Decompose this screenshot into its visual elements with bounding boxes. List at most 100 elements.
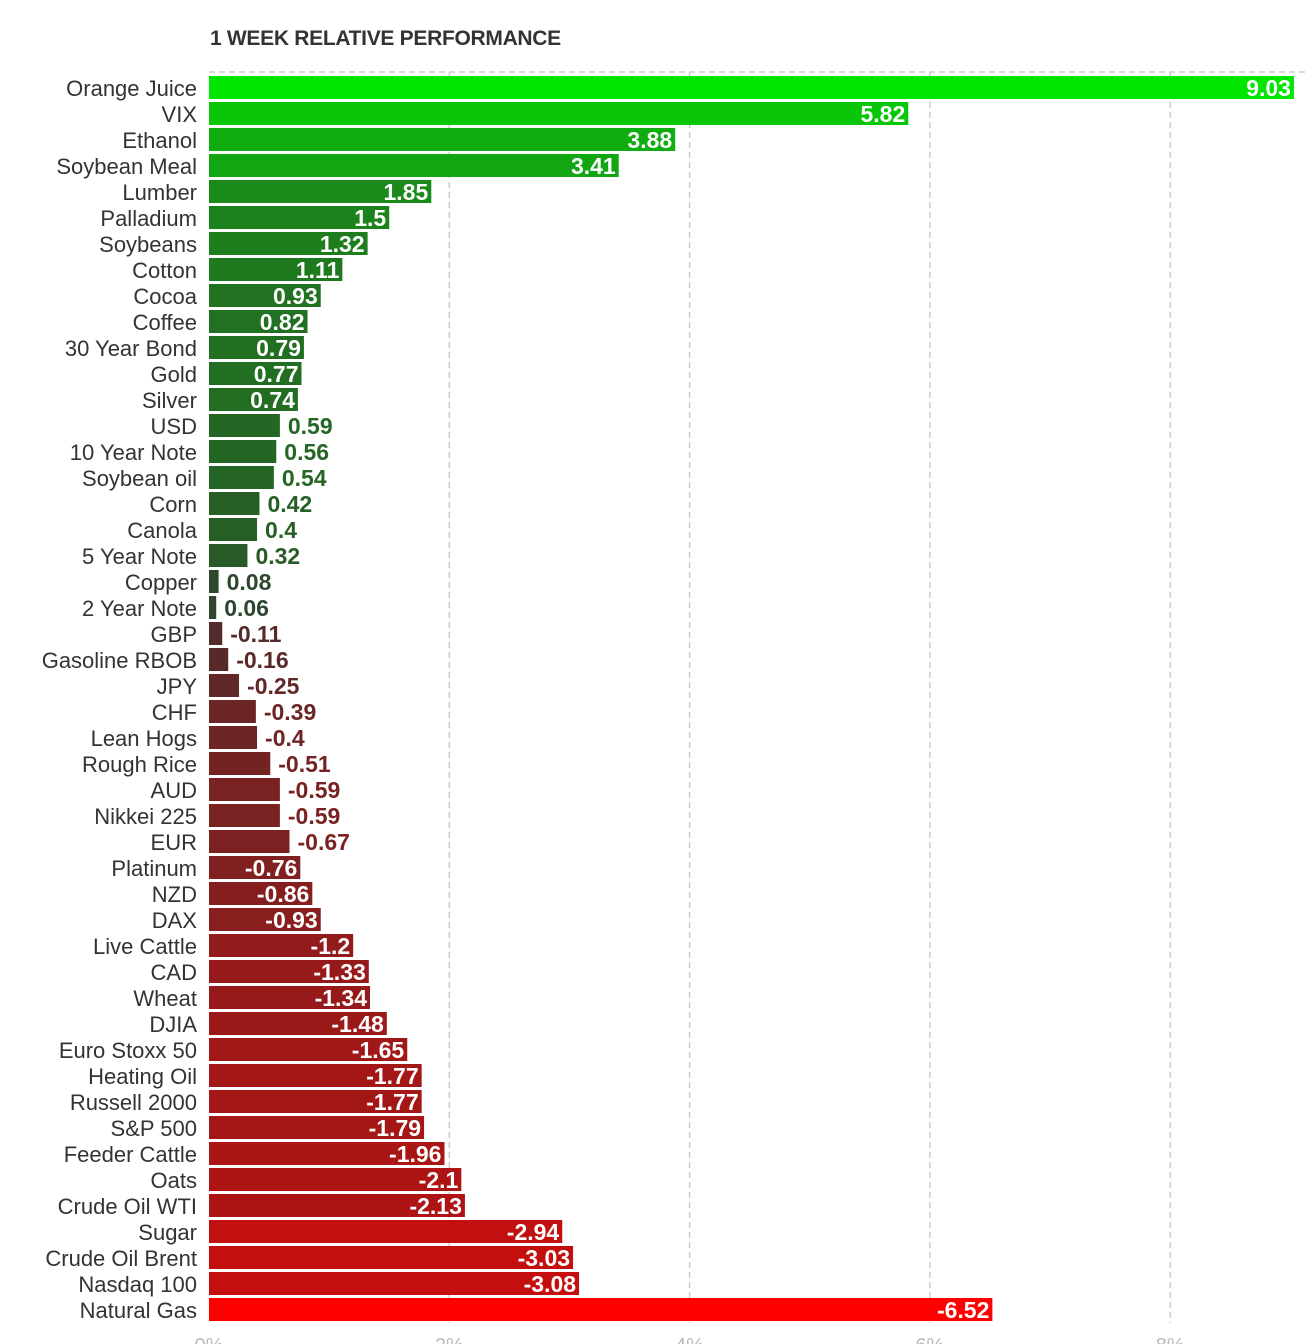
value-label: 0.74: [250, 387, 295, 413]
category-label: DJIA: [149, 1012, 197, 1037]
category-label: Crude Oil WTI: [58, 1194, 197, 1219]
category-label: Heating Oil: [88, 1064, 197, 1089]
category-label: Corn: [149, 492, 197, 517]
bar-nzd: [209, 882, 313, 905]
category-label: Cocoa: [133, 284, 197, 309]
category-label: VIX: [162, 102, 198, 127]
value-label: 1.85: [384, 179, 429, 205]
value-label: -1.2: [311, 933, 351, 959]
value-label: -2.94: [507, 1219, 560, 1245]
value-label: 0.54: [282, 465, 327, 491]
value-label: -1.34: [315, 985, 368, 1011]
value-label: -3.03: [518, 1245, 570, 1271]
category-label: 10 Year Note: [70, 440, 197, 465]
value-label: -1.77: [366, 1089, 418, 1115]
bar-nikkei-225: [209, 804, 280, 827]
value-label: 3.88: [627, 127, 672, 153]
value-label: -2.13: [409, 1193, 461, 1219]
bar-euro-stoxx-50: [209, 1038, 408, 1061]
value-label: -0.16: [236, 647, 288, 673]
bar-dax: [209, 908, 321, 931]
value-label: 0.82: [260, 309, 305, 335]
bar-natural-gas: [209, 1298, 993, 1321]
bar-usd: [209, 414, 280, 437]
bar-5-year-note: [209, 544, 248, 567]
bar-rough-rice: [209, 752, 271, 775]
category-label: Nikkei 225: [94, 804, 197, 829]
value-label: 1.11: [296, 257, 340, 283]
category-label: Feeder Cattle: [64, 1142, 197, 1167]
category-label: Lean Hogs: [91, 726, 197, 751]
category-label: Orange Juice: [66, 76, 197, 101]
bar-feeder-cattle: [209, 1142, 445, 1165]
value-label: -0.25: [247, 673, 300, 699]
bar-gbp: [209, 622, 223, 645]
bar-russell-2000: [209, 1090, 422, 1113]
category-label: Canola: [127, 518, 197, 543]
value-label: -1.65: [352, 1037, 405, 1063]
value-label: -2.1: [419, 1167, 459, 1193]
bar-vix: [209, 102, 909, 125]
bar-sugar: [209, 1220, 563, 1243]
value-label: -0.67: [298, 829, 350, 855]
bar-canola: [209, 518, 258, 541]
value-label: -1.33: [313, 959, 365, 985]
bar-crude-oil-wti: [209, 1194, 465, 1217]
category-label: 2 Year Note: [82, 596, 197, 621]
category-label: Lumber: [122, 180, 197, 205]
bar-wheat: [209, 986, 371, 1009]
bar-corn: [209, 492, 260, 515]
bar-platinum: [209, 856, 301, 879]
category-label: S&P 500: [111, 1116, 197, 1141]
bar-layer: [209, 76, 1294, 1321]
category-label: Soybean Meal: [56, 154, 197, 179]
category-label: DAX: [152, 908, 198, 933]
x-tick-label: 4%: [675, 1335, 704, 1344]
bar-30-year-bond: [209, 336, 304, 359]
bar-ethanol: [209, 128, 676, 151]
category-label: GBP: [151, 622, 197, 647]
value-label: 0.4: [265, 517, 297, 543]
category-label: Crude Oil Brent: [45, 1246, 197, 1271]
category-label: Rough Rice: [82, 752, 197, 777]
value-label: -1.77: [366, 1063, 418, 1089]
x-tick-label: 8%: [1156, 1335, 1185, 1344]
category-label: Sugar: [138, 1220, 197, 1245]
bar-s-p-500: [209, 1116, 425, 1139]
value-label: -0.59: [288, 803, 340, 829]
x-tick-label: 6%: [915, 1335, 944, 1344]
category-label: AUD: [151, 778, 197, 803]
category-label: Coffee: [133, 310, 197, 335]
category-label: Copper: [125, 570, 197, 595]
value-label: -1.79: [369, 1115, 421, 1141]
category-label: USD: [151, 414, 197, 439]
value-label: 0.56: [284, 439, 329, 465]
value-label: 0.06: [224, 595, 269, 621]
value-label: 0.42: [267, 491, 312, 517]
value-label: 0.08: [227, 569, 272, 595]
category-label: Cotton: [132, 258, 197, 283]
bar-soybean-meal: [209, 154, 619, 177]
category-label: Oats: [151, 1168, 197, 1193]
value-label: 0.32: [255, 543, 300, 569]
bar-coffee: [209, 310, 308, 333]
category-label: Platinum: [111, 856, 197, 881]
bar-lean-hogs: [209, 726, 258, 749]
value-label: -0.93: [265, 907, 317, 933]
bar-copper: [209, 570, 219, 593]
category-label: NZD: [152, 882, 197, 907]
bar-lumber: [209, 180, 432, 203]
bar-crude-oil-brent: [209, 1246, 574, 1269]
grid-layer: [209, 71, 1308, 1323]
category-label: 5 Year Note: [82, 544, 197, 569]
value-label: 3.41: [571, 153, 616, 179]
category-label: Euro Stoxx 50: [59, 1038, 197, 1063]
bar-heating-oil: [209, 1064, 422, 1087]
chart-title: 1 WEEK RELATIVE PERFORMANCE: [210, 27, 561, 50]
bar-oats: [209, 1168, 462, 1191]
bar-cocoa: [209, 284, 321, 307]
bar-jpy: [209, 674, 240, 697]
value-label: 9.03: [1246, 75, 1291, 101]
bar-cotton: [209, 258, 343, 281]
